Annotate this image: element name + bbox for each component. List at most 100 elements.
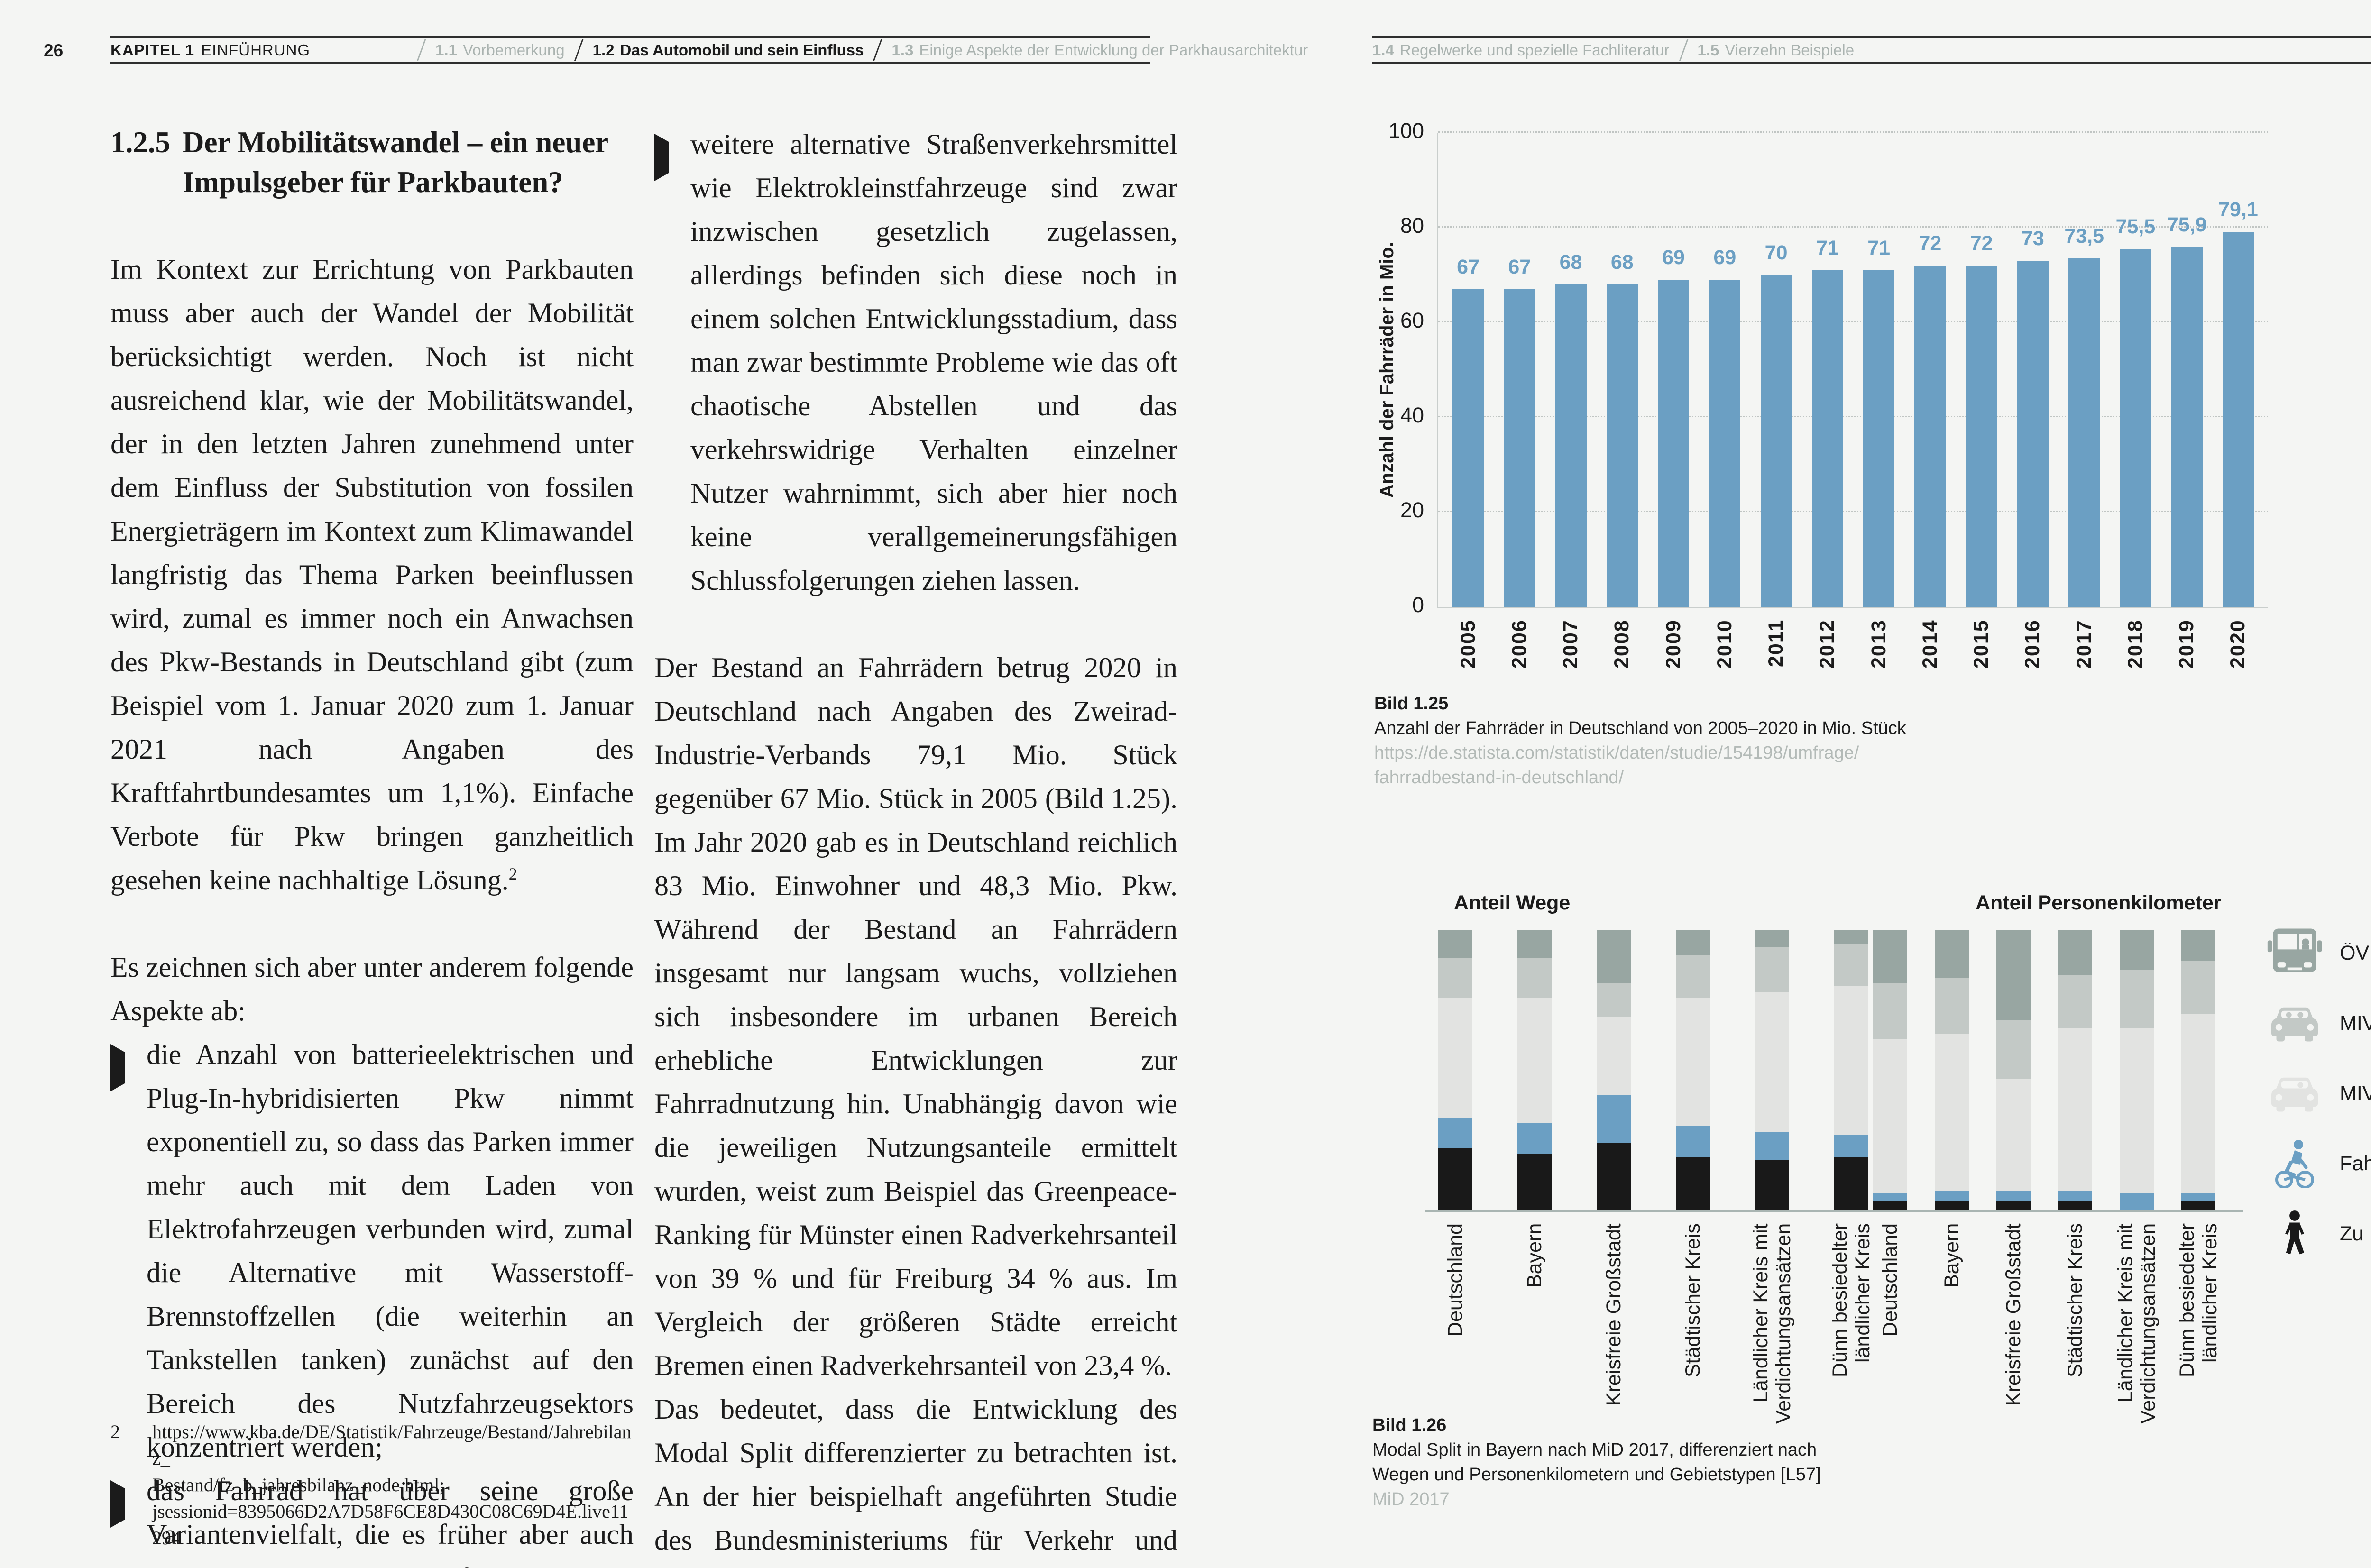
bar-group-2017: 73,5 2017 [2064,133,2104,669]
stacked-bar: Kreisfreie Großstadt [1996,930,2031,1406]
segment-miv_mitfahrer [1438,958,1472,998]
bar-group-2013: 71 2013 [1863,133,1895,669]
bar-2006 [1504,289,1535,607]
chart-title-anteil-personenkilometer: Anteil Personenkilometer [1976,891,2222,914]
bar-2007 [1555,284,1587,607]
segment-fahrrad [2120,1193,2154,1210]
pedestrian-icon [2250,1210,2340,1258]
bar-value-label: 68 [1559,251,1582,274]
section-heading: 1.2.5 Der Mobilitätswandel – ein neuer I… [110,122,634,202]
segment-zu_fuss [1517,1154,1552,1210]
bar-group-2010: 69 2010 [1709,133,1741,669]
segment-zu_fuss [1834,1156,1868,1210]
footnote: 2 https://www.kba.de/DE/Statistik/Fahrze… [110,1419,634,1551]
segment-miv_mitfahrer [1935,978,1969,1034]
segment-miv_fahrer [1996,1078,2031,1191]
car-driver-icon [2250,1075,2340,1112]
bar-2008 [1606,284,1638,607]
x-tick-2018: 2018 [2123,619,2147,669]
stacked-bar: Ländlicher Kreis mit Verdichtungsansätze… [2114,930,2160,1424]
segment-miv_fahrer [2058,1028,2092,1191]
section-number: 1.2.5 [110,126,170,159]
legend-item-miv-fahrer: MIV-Fahrer [2250,1069,2371,1118]
bar-value-label: 72 [1919,232,1942,255]
bar-value-label: 67 [1508,256,1531,278]
segment-oev [1676,930,1710,956]
bar-2020 [2222,232,2254,607]
paragraph: Der Bestand an Fahrrädern betrug 2020 in… [654,652,1177,1381]
tab-1-4-regelwerke[interactable]: 1.4 Regelwerke und spezielle Fachliterat… [1372,41,1670,59]
bar-value-label: 69 [1662,246,1685,269]
stacked-bar: Bayern [1935,930,1969,1288]
footnote-reference[interactable]: 2 [508,864,517,883]
section-tabs-left: 1.1 Vorbemerkung 1.2 Das Automobil und s… [407,39,1308,61]
segment-miv_mitfahrer [1517,958,1552,998]
segment-zu_fuss [1935,1201,1969,1210]
tab-1-5-vierzehn-beispiele[interactable]: 1.5 Vierzehn Beispiele [1697,41,1855,59]
y-tick-100: 100 [1388,119,1424,143]
y-tick-60: 60 [1400,308,1424,332]
legend-item-zu-fuss: Zu Fuß [2250,1209,2371,1258]
bus-icon [2250,924,2340,982]
bar-group-2019: 75,9 2019 [2167,133,2207,669]
page-number-left: 26 [44,41,64,60]
x-tick-2005: 2005 [1456,619,1480,669]
x-tick-2009: 2009 [1662,619,1685,669]
tab-1-3-einige-aspekte[interactable]: 1.3 Einige Aspekte der Entwicklung der P… [891,41,1308,59]
chapter-label: KAPITEL 1 EINFÜHRUNG [110,41,310,59]
segment-fahrrad [1873,1193,1907,1202]
bar-2016 [2017,261,2049,607]
bar-value-label: 72 [1970,232,1993,255]
segment-miv_fahrer [1834,986,1868,1135]
category-label: Ländlicher Kreis mit Verdichtungsansätze… [1749,1223,1795,1424]
segment-miv_fahrer [2120,1028,2154,1193]
segment-miv_fahrer [1676,997,1710,1127]
x-tick-2007: 2007 [1559,619,1582,669]
x-tick-2016: 2016 [2021,619,2044,669]
tab-1-2-das-automobil[interactable]: 1.2 Das Automobil und sein Einfluss [592,41,864,59]
gridline-100 [1438,131,2268,133]
x-tick-2014: 2014 [1918,619,1941,669]
segment-fahrrad [2181,1193,2215,1202]
bar-2014 [1914,266,1946,607]
segment-oev [1438,930,1472,959]
stacked-bar: Bayern [1517,930,1552,1288]
gridline-40 [1438,416,2268,417]
segment-fahrrad [1676,1126,1710,1157]
bar-value-label: 73,5 [2064,225,2104,248]
segment-oev [1996,930,2031,1020]
x-tick-2011: 2011 [1764,619,1788,668]
footnote-url[interactable]: https://www.kba.de/DE/Statistik/Fahrzeug… [152,1421,632,1549]
bar-value-label: 68 [1610,251,1634,274]
segment-oev [1935,930,1969,978]
category-label: Ländlicher Kreis mit Verdichtungsansätze… [2114,1223,2160,1424]
text-column-left: 1.2.5 Der Mobilitätswandel – ein neuer I… [110,122,634,1568]
bar-2005 [1452,289,1484,607]
tab-1-1-vorbemerkung[interactable]: 1.1 Vorbemerkung [435,41,565,59]
segment-oev [2058,930,2092,975]
segment-fahrrad [1996,1190,2031,1202]
figure-source: MiD 2017 [1372,1489,1450,1509]
y-tick-0: 0 [1412,593,1424,617]
list-item: die Anzahl von batterieelektrischen und … [110,1033,634,1469]
figure-1-caption: Bild 1.25 Anzahl der Fahrräder in Deutsc… [1374,691,1906,790]
stacked-bar: Städtischer Kreis [2058,930,2092,1377]
bicycle-icon [2250,1139,2340,1188]
segment-miv_mitfahrer [1996,1019,2031,1079]
bar-group-2020: 79,1 2020 [2218,133,2258,669]
figure-source-url[interactable]: https://de.statista.com/statistik/daten/… [1374,743,1859,788]
segment-oev [2181,930,2215,961]
category-label: Bayern [1940,1223,1963,1288]
bar-value-label: 71 [1867,237,1891,259]
car-passenger-icon [2250,1005,2340,1042]
segment-fahrrad [1935,1190,1969,1202]
legend-item-miv-mitfahrer: MIV-Mitfahrer [2250,999,2371,1048]
modal-split-group-1: Deutschland Bayern Kreisfreie Großstadt Stä… [1873,930,2221,1424]
category-label: Städtischer Kreis [2064,1223,2086,1378]
figure-caption-text: Modal Split in Bayern nach MiD 2017, dif… [1372,1440,1821,1485]
running-head-left: KAPITEL 1 EINFÜHRUNG 1.1 Vorbemerkung 1.2… [110,36,1308,64]
stacked-bar: Städtischer Kreis [1676,930,1710,1377]
section-title: Der Mobilitätswandel – ein neuer Impulsg… [183,126,609,199]
segment-zu_fuss [2181,1201,2215,1210]
list-intro: Es zeichnen sich aber unter anderem folg… [110,952,634,1027]
